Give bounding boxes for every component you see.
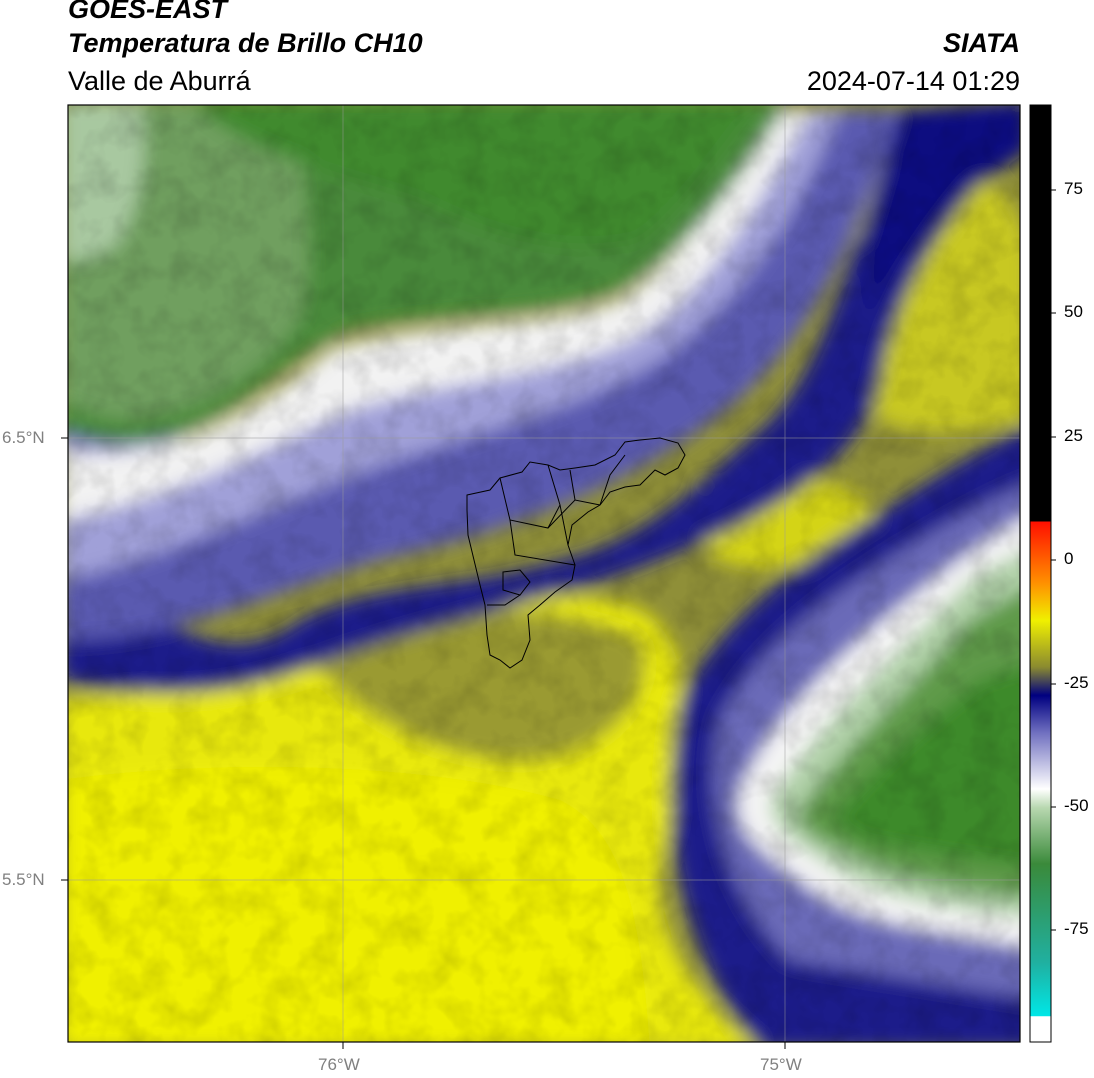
municipal-boundaries	[466, 437, 686, 669]
satellite-title: GOES-EAST	[68, 0, 228, 24]
colorbar-tick-25: 25	[1064, 426, 1083, 445]
datetime-label: 2024-07-14 01:29	[806, 66, 1020, 96]
lon-label-75: 75°W	[760, 1055, 802, 1074]
lat-label-6-5: 6.5°N	[2, 428, 45, 447]
map-frame	[67, 104, 1021, 1043]
colorbar	[1029, 104, 1052, 1043]
brightness-temperature-field	[68, 105, 1020, 1042]
colorbar-tick-minus-25: -25	[1064, 673, 1089, 692]
colorbar-tick-75: 75	[1064, 179, 1083, 198]
colorbar-tick-50: 50	[1064, 302, 1083, 321]
colorbar-tick-0: 0	[1064, 549, 1074, 568]
organization-label: SIATA	[943, 28, 1020, 58]
region-title: Valle de Aburrá	[68, 66, 251, 96]
lat-label-5-5: 5.5°N	[2, 870, 45, 889]
product-title: Temperatura de Brillo CH10	[68, 28, 423, 58]
graticule	[68, 105, 1020, 1042]
colorbar-tick-minus-75: -75	[1064, 919, 1089, 938]
colorbar-ticks	[1051, 189, 1056, 931]
lon-label-76: 76°W	[318, 1055, 360, 1074]
colorbar-tick-minus-50: -50	[1064, 796, 1089, 815]
